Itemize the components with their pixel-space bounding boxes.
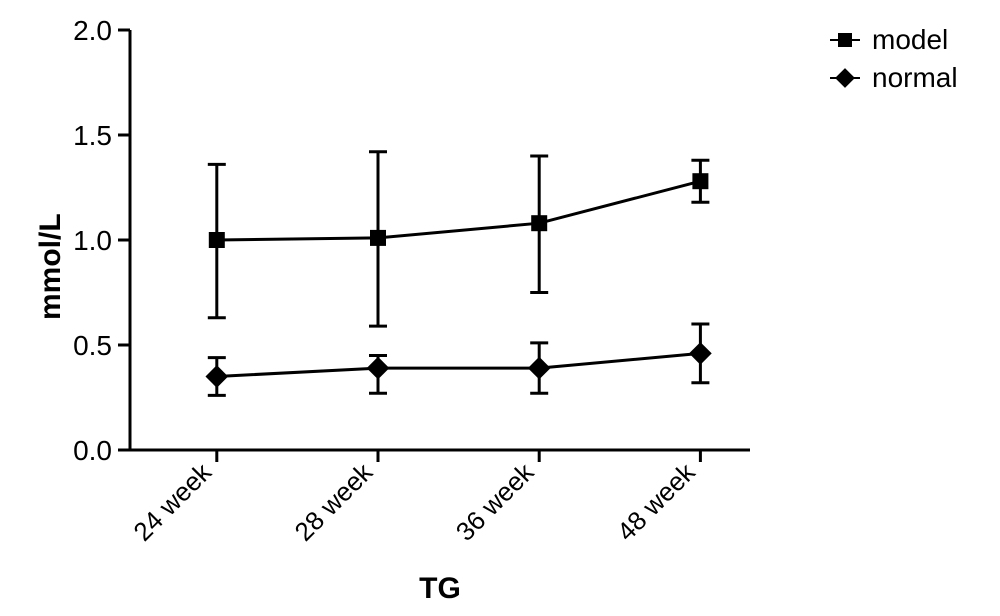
marker-diamond xyxy=(689,342,712,365)
marker-square xyxy=(692,173,708,189)
legend-item-model: model xyxy=(830,24,958,56)
y-tick-label: 1.5 xyxy=(73,120,112,151)
chart-container: mmol/L TG model normal 0.0 0.5 1.0 1.5 2.0 24… xyxy=(0,0,1000,616)
legend-label-model: model xyxy=(872,24,948,56)
series-line-model xyxy=(217,181,701,240)
square-marker-icon xyxy=(838,33,852,47)
diamond-marker-icon xyxy=(835,68,855,88)
legend: model normal xyxy=(830,24,958,100)
y-axis-label: mmol/L xyxy=(34,213,68,320)
x-tick-label: 36 week xyxy=(450,456,540,546)
legend-label-normal: normal xyxy=(872,62,958,94)
marker-diamond xyxy=(528,357,551,380)
y-tick-label: 2.0 xyxy=(73,15,112,46)
marker-square xyxy=(209,232,225,248)
x-axis-title: TG xyxy=(380,572,500,606)
marker-diamond xyxy=(205,365,228,388)
y-tick-label: 0.0 xyxy=(73,435,112,466)
x-tick-label: 28 week xyxy=(289,456,379,546)
marker-square xyxy=(370,230,386,246)
legend-line-model xyxy=(830,39,860,41)
marker-square xyxy=(531,215,547,231)
x-tick-label: 48 week xyxy=(611,456,701,546)
marker-diamond xyxy=(367,357,390,380)
y-tick-label: 1.0 xyxy=(73,225,112,256)
y-tick-label: 0.5 xyxy=(73,330,112,361)
legend-item-normal: normal xyxy=(830,62,958,94)
x-tick-label: 24 week xyxy=(127,456,217,546)
legend-line-normal xyxy=(830,77,860,79)
series-line-normal xyxy=(217,353,701,376)
